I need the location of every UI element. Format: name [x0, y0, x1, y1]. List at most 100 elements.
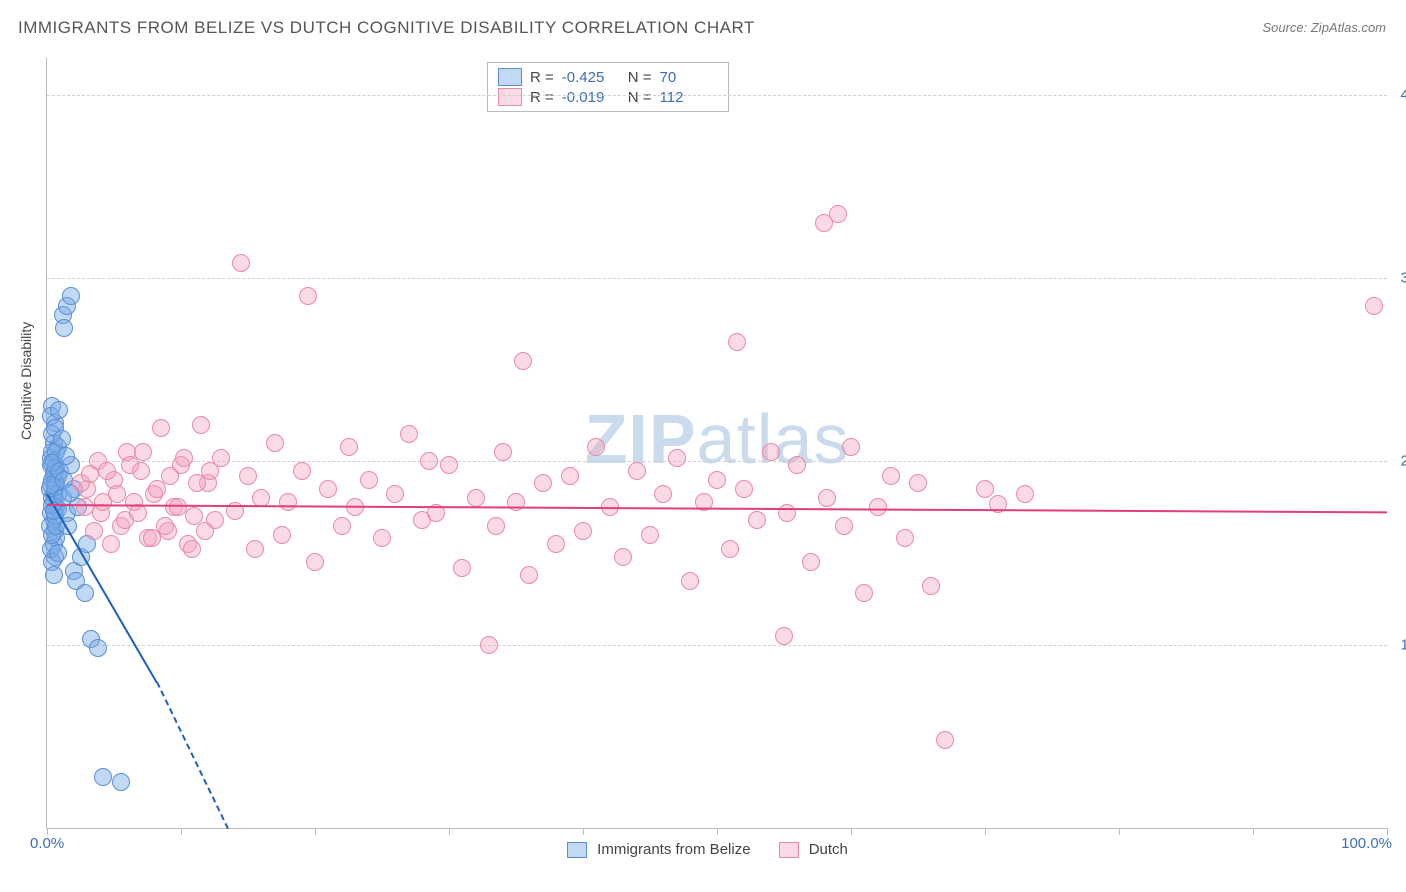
r-value-2: -0.019	[562, 89, 620, 106]
x-tick-label-min: 0.0%	[30, 835, 64, 852]
scatter-point-series-2	[628, 462, 646, 480]
gridline-h	[47, 95, 1387, 96]
scatter-point-series-2	[169, 498, 187, 516]
scatter-point-series-1	[55, 319, 73, 337]
scatter-point-series-2	[246, 540, 264, 558]
scatter-point-series-2	[520, 566, 538, 584]
scatter-point-series-2	[869, 498, 887, 516]
watermark: ZIPatlas	[585, 399, 850, 479]
r-label: R =	[530, 89, 554, 106]
scatter-point-series-2	[306, 553, 324, 571]
scatter-point-series-2	[319, 480, 337, 498]
scatter-point-series-2	[373, 529, 391, 547]
scatter-point-series-2	[453, 559, 471, 577]
scatter-point-series-2	[721, 540, 739, 558]
scatter-point-series-2	[922, 577, 940, 595]
scatter-point-series-2	[156, 517, 174, 535]
scatter-point-series-2	[775, 627, 793, 645]
stats-row-series-1: R = -0.425 N = 70	[498, 67, 718, 87]
scatter-point-series-2	[654, 485, 672, 503]
n-label: N =	[628, 69, 652, 86]
x-tick	[583, 828, 584, 835]
scatter-point-series-2	[196, 522, 214, 540]
scatter-point-series-2	[668, 449, 686, 467]
scatter-point-series-2	[85, 522, 103, 540]
x-tick	[47, 828, 48, 835]
scatter-point-series-2	[299, 287, 317, 305]
scatter-point-series-2	[192, 416, 210, 434]
scatter-point-series-2	[333, 517, 351, 535]
scatter-point-series-2	[487, 517, 505, 535]
legend-swatch-1	[567, 842, 587, 858]
scatter-point-series-1	[53, 430, 71, 448]
n-value-1: 70	[660, 69, 718, 86]
x-tick	[985, 828, 986, 835]
n-value-2: 112	[660, 89, 718, 106]
scatter-point-series-1	[76, 584, 94, 602]
x-tick	[1253, 828, 1254, 835]
scatter-point-series-2	[134, 443, 152, 461]
scatter-point-series-2	[266, 434, 284, 452]
y-axis-label: Cognitive Disability	[18, 322, 34, 440]
legend-swatch-2	[779, 842, 799, 858]
y-tick-label: 30.0%	[1400, 270, 1406, 287]
scatter-point-series-2	[514, 352, 532, 370]
scatter-point-series-2	[855, 584, 873, 602]
scatter-point-series-2	[547, 535, 565, 553]
x-tick	[181, 828, 182, 835]
x-tick	[315, 828, 316, 835]
scatter-point-series-2	[681, 572, 699, 590]
scatter-point-series-2	[762, 443, 780, 461]
x-tick	[717, 828, 718, 835]
scatter-point-series-2	[420, 452, 438, 470]
scatter-point-series-2	[161, 467, 179, 485]
scatter-point-series-2	[1016, 485, 1034, 503]
plot-area: ZIPatlas R = -0.425 N = 70 R = -0.019 N …	[46, 58, 1387, 829]
scatter-point-series-2	[239, 467, 257, 485]
scatter-point-series-1	[49, 544, 67, 562]
scatter-point-series-2	[175, 449, 193, 467]
legend-label-1: Immigrants from Belize	[597, 841, 750, 858]
scatter-point-series-2	[896, 529, 914, 547]
y-tick-label: 20.0%	[1400, 453, 1406, 470]
scatter-point-series-2	[102, 535, 120, 553]
scatter-point-series-1	[62, 287, 80, 305]
x-tick-label-max: 100.0%	[1341, 835, 1392, 852]
legend-item-1: Immigrants from Belize	[567, 841, 751, 858]
scatter-point-series-2	[976, 480, 994, 498]
r-value-1: -0.425	[562, 69, 620, 86]
scatter-point-series-2	[909, 474, 927, 492]
stats-row-series-2: R = -0.019 N = 112	[498, 87, 718, 107]
scatter-point-series-2	[802, 553, 820, 571]
scatter-point-series-2	[829, 205, 847, 223]
legend-item-2: Dutch	[779, 841, 848, 858]
scatter-point-series-2	[778, 504, 796, 522]
scatter-point-series-2	[273, 526, 291, 544]
scatter-point-series-2	[98, 462, 116, 480]
trend-line	[47, 504, 1387, 513]
y-tick-label: 40.0%	[1400, 86, 1406, 103]
swatch-series-2	[498, 88, 522, 106]
scatter-point-series-2	[400, 425, 418, 443]
source-attribution: Source: ZipAtlas.com	[1262, 20, 1386, 35]
x-tick	[449, 828, 450, 835]
scatter-point-series-2	[936, 731, 954, 749]
scatter-point-series-2	[152, 419, 170, 437]
scatter-point-series-2	[386, 485, 404, 503]
gridline-h	[47, 461, 1387, 462]
scatter-point-series-2	[293, 462, 311, 480]
scatter-point-series-1	[112, 773, 130, 791]
scatter-point-series-2	[614, 548, 632, 566]
scatter-point-series-1	[57, 447, 75, 465]
scatter-point-series-2	[728, 333, 746, 351]
scatter-point-series-2	[835, 517, 853, 535]
scatter-point-series-2	[480, 636, 498, 654]
scatter-point-series-2	[440, 456, 458, 474]
scatter-point-series-2	[587, 438, 605, 456]
scatter-point-series-2	[534, 474, 552, 492]
gridline-h	[47, 278, 1387, 279]
scatter-point-series-2	[1365, 297, 1383, 315]
legend-label-2: Dutch	[809, 841, 848, 858]
scatter-point-series-2	[748, 511, 766, 529]
scatter-point-series-2	[108, 485, 126, 503]
